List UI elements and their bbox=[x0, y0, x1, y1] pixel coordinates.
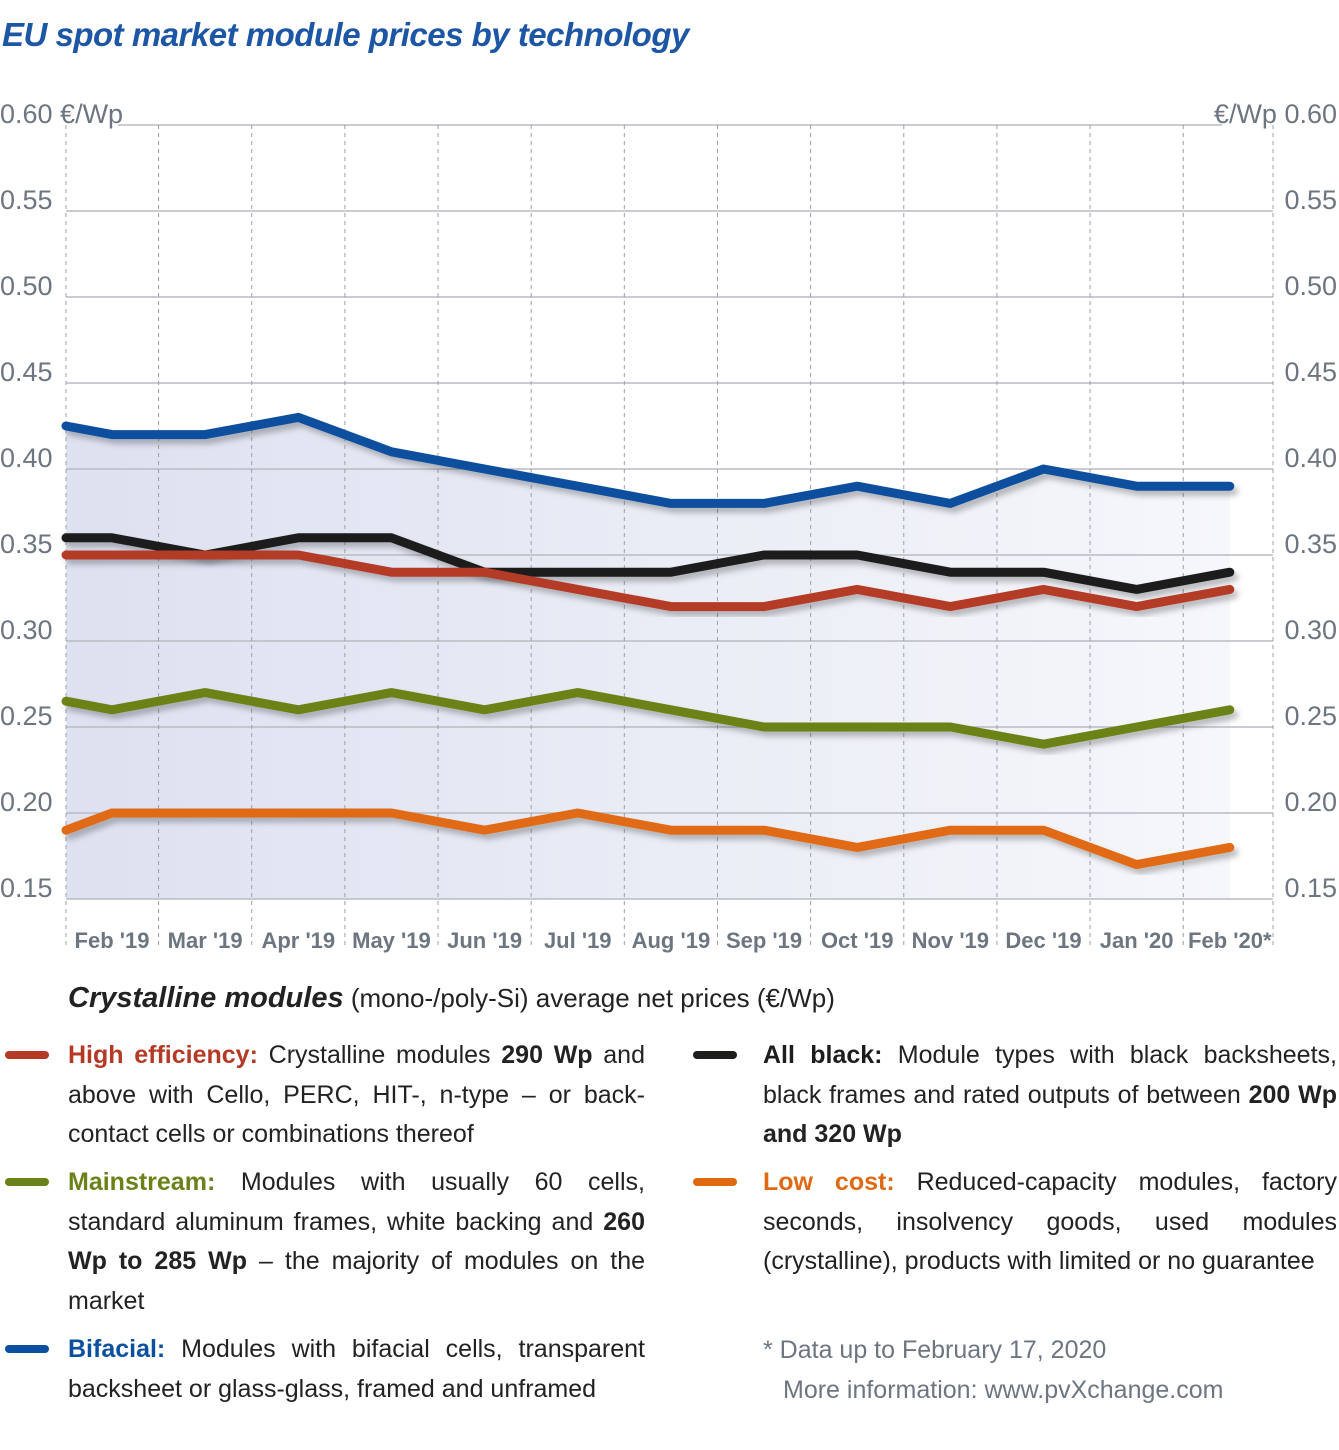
x-tick-label: Aug '19 bbox=[632, 928, 711, 953]
legend-bold: 260 Wp to 285 Wp bbox=[68, 1207, 645, 1276]
y-tick-label-left: 0.55 bbox=[0, 185, 53, 215]
footnote-source: More information: www.pvXchange.com bbox=[783, 1376, 1224, 1404]
y-tick-label-left: 0.15 bbox=[0, 873, 53, 903]
legend-name: All black: bbox=[763, 1041, 883, 1069]
y-tick-label-left: 0.30 bbox=[0, 615, 53, 645]
y-tick-label-left: 0.25 bbox=[0, 701, 53, 731]
legend-high-efficiency: High efficiency: Crystalline modules 290… bbox=[68, 1036, 645, 1155]
legend-text: Reduced-capacity modules, factory second… bbox=[763, 1168, 1337, 1275]
line-chart: 0.60 €/Wp €/Wp 0.60 0.55 0.55 0.50 0.50 0.45 0.… bbox=[0, 99, 1337, 953]
x-tick-label: Feb '20* bbox=[1188, 928, 1272, 953]
x-tick-label: Jan '20 bbox=[1100, 928, 1174, 953]
legend-bifacial: Bifacial: Modules with bifacial cells, t… bbox=[68, 1330, 645, 1409]
y-tick-label-left: 0.35 bbox=[0, 529, 53, 559]
x-tick-label: Dec '19 bbox=[1005, 928, 1081, 953]
all-black-swatch bbox=[693, 1051, 737, 1059]
y-tick-label-left: 0.45 bbox=[0, 357, 53, 387]
y-tick-label-right: 0.50 bbox=[1284, 271, 1337, 301]
legend-text: and above with Cello, PERC, HIT-, n-type… bbox=[68, 1041, 645, 1148]
x-tick-label: Mar '19 bbox=[168, 928, 243, 953]
legend-name: Low cost: bbox=[763, 1168, 895, 1196]
legend-text: – the majority of modules on the market bbox=[68, 1247, 645, 1315]
y-tick-label-right: 0.35 bbox=[1284, 529, 1337, 559]
legend-name: Mainstream: bbox=[68, 1168, 216, 1196]
legend-mainstream: Mainstream: Modules with usually 60 cell… bbox=[68, 1163, 645, 1321]
y-tick-label-left: 0.60 €/Wp bbox=[0, 99, 123, 129]
y-tick-label-right: €/Wp 0.60 bbox=[1214, 99, 1337, 129]
legend-name: Bifacial: bbox=[68, 1335, 166, 1363]
legend-all-black: All black: Module types with black backs… bbox=[763, 1036, 1337, 1155]
x-tick-label: Jun '19 bbox=[447, 928, 522, 953]
chart-title: EU spot market module prices by technolo… bbox=[2, 16, 689, 53]
series-line-high-efficiency bbox=[61, 550, 1235, 612]
x-tick-label: Nov '19 bbox=[912, 928, 989, 953]
y-tick-label-right: 0.25 bbox=[1284, 701, 1337, 731]
y-tick-label-left: 0.20 bbox=[0, 787, 53, 817]
y-tick-label-right: 0.30 bbox=[1284, 615, 1337, 645]
legend-text: Module types with black backsheets, blac… bbox=[763, 1041, 1337, 1109]
x-tick-label: Oct '19 bbox=[821, 928, 894, 953]
legend-heading-rest: (mono-/poly-Si) average net prices (€/Wp… bbox=[343, 983, 835, 1013]
legend-bold: 290 Wp bbox=[501, 1041, 593, 1069]
low-cost-swatch bbox=[693, 1178, 737, 1186]
x-tick-label: Sep '19 bbox=[726, 928, 802, 953]
y-tick-label-right: 0.55 bbox=[1284, 185, 1337, 215]
x-tick-label: May '19 bbox=[352, 928, 431, 953]
legend-bold: 200 Wp and 320 Wp bbox=[763, 1080, 1337, 1149]
legend-text: Modules with usually 60 cells, standard … bbox=[68, 1168, 645, 1236]
footnote: * Data up to February 17, 2020 More info… bbox=[763, 1330, 1223, 1410]
y-tick-label-left: 0.40 bbox=[0, 443, 53, 473]
series-line-mainstream bbox=[61, 688, 1235, 749]
high-efficiency-swatch bbox=[5, 1051, 49, 1059]
y-tick-label-right: 0.20 bbox=[1284, 787, 1337, 817]
legend-name: High efficiency: bbox=[68, 1041, 258, 1069]
legend-low-cost: Low cost: Reduced-capacity modules, fact… bbox=[763, 1163, 1337, 1282]
y-tick-label-left: 0.50 bbox=[0, 271, 53, 301]
x-tick-label: Feb '19 bbox=[75, 928, 150, 953]
legend-heading-bold: Crystalline modules bbox=[68, 982, 344, 1014]
y-tick-label-right: 0.15 bbox=[1284, 873, 1337, 903]
footnote-date: * Data up to February 17, 2020 bbox=[763, 1336, 1107, 1364]
bifacial-swatch bbox=[5, 1345, 49, 1353]
y-tick-label-right: 0.45 bbox=[1284, 357, 1337, 387]
mainstream-swatch bbox=[5, 1178, 49, 1186]
x-tick-label: Jul '19 bbox=[544, 928, 612, 953]
y-tick-label-right: 0.40 bbox=[1284, 443, 1337, 473]
legend-text: Crystalline modules bbox=[257, 1041, 502, 1069]
legend-text: Modules with bifacial cells, transparent… bbox=[68, 1335, 645, 1403]
x-tick-label: Apr '19 bbox=[261, 928, 335, 953]
legend-heading: Crystalline modules (mono-/poly-Si) aver… bbox=[68, 982, 835, 1015]
series-line-low-cost bbox=[61, 808, 1235, 870]
series-line-bifacial bbox=[61, 412, 1235, 508]
